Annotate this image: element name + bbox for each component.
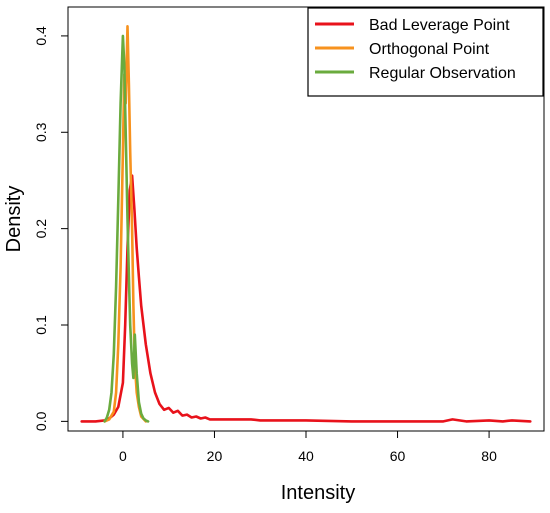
x-axis: 0 20 40 60 80 (119, 431, 497, 464)
legend-label-3: Regular Observation (369, 65, 516, 82)
y-tick-label: 0.4 (33, 26, 49, 46)
y-axis-label: Density (3, 186, 25, 253)
legend-label-2: Orthogonal Point (369, 41, 490, 58)
legend: Bad Leverage Point Orthogonal Point Regula… (307, 7, 544, 97)
x-axis-label: Intensity (281, 482, 355, 504)
legend-label-1: Bad Leverage Point (369, 17, 510, 34)
y-tick-label: 0.0 (33, 411, 49, 431)
x-tick-label: 60 (390, 448, 406, 464)
y-tick-label: 0.1 (33, 315, 49, 335)
x-tick-label: 80 (481, 448, 497, 464)
y-tick-label: 0.3 (33, 122, 49, 142)
x-tick-label: 0 (119, 448, 127, 464)
series-line-3 (103, 34, 150, 423)
series-line-2 (103, 24, 148, 423)
x-tick-label: 40 (298, 448, 314, 464)
y-tick-label: 0.2 (33, 219, 49, 239)
series-layer (80, 24, 532, 423)
y-axis: 0.0 0.1 0.2 0.3 0.4 (33, 26, 68, 431)
x-tick-label: 20 (207, 448, 223, 464)
series-line-1 (80, 174, 532, 423)
